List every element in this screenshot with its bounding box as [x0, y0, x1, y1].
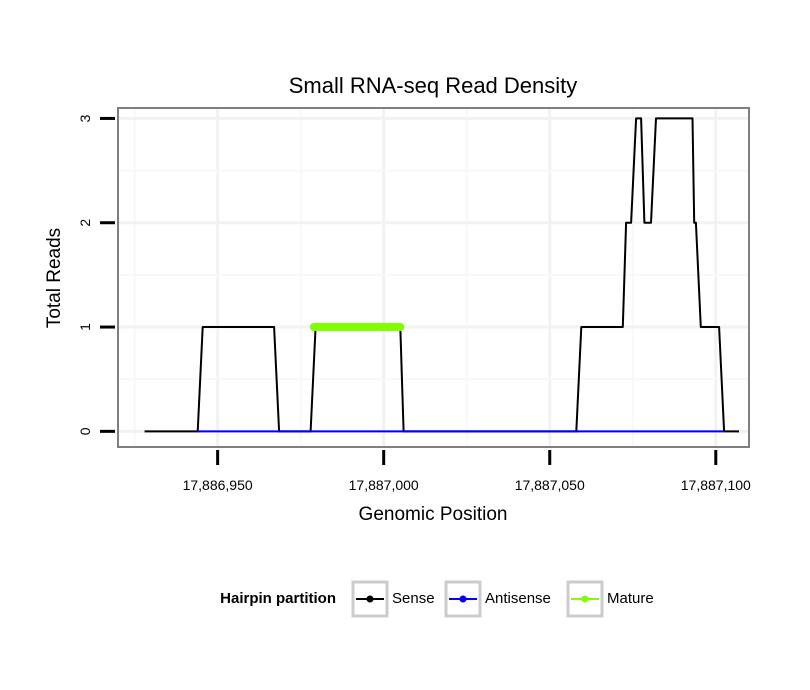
y-tick-label: 1 [77, 323, 93, 331]
legend: Hairpin partition Sense Antisense Mature [220, 580, 654, 618]
y-tick-label: 3 [77, 114, 93, 122]
y-axis-title: Total Reads [44, 228, 65, 328]
x-axis-title: Genomic Position [359, 504, 508, 525]
y-tick-label: 2 [77, 219, 93, 227]
legend-label-antisense: Antisense [485, 590, 551, 607]
x-axis: 17,886,950 17,887,000 17,887,050 17,887,100 [183, 450, 751, 493]
legend-title: Hairpin partition [220, 590, 336, 607]
plot-panel-border [117, 107, 750, 448]
x-tick-label: 17,887,000 [349, 477, 419, 493]
legend-key-point-mature [581, 595, 589, 603]
data-series [144, 117, 739, 433]
y-tick-label: 0 [77, 427, 93, 435]
legend-key-point-antisense [459, 595, 467, 603]
legend-label-mature: Mature [607, 590, 654, 607]
x-tick-label: 17,886,950 [183, 477, 253, 493]
chart-title: Small RNA-seq Read Density [289, 73, 578, 98]
legend-label-sense: Sense [392, 590, 435, 607]
x-tick-label: 17,887,050 [515, 477, 585, 493]
legend-key-point-sense [366, 595, 374, 603]
x-tick-label: 17,887,100 [681, 477, 751, 493]
y-axis: 0 1 2 3 [77, 114, 115, 435]
